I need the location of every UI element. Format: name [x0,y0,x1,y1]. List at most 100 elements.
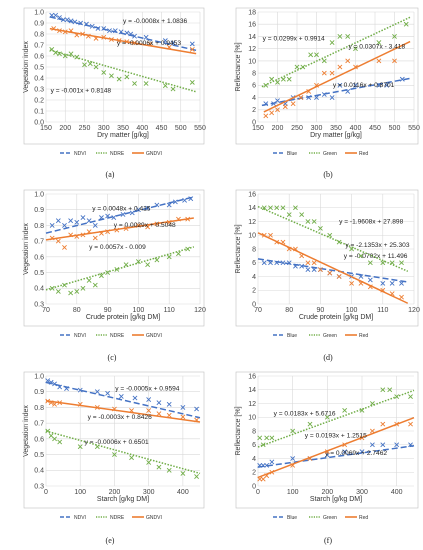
trend-equation: y = -0.0006x + 0.6501 [85,439,149,446]
data-point [120,212,126,217]
legend-item-gndvi: GNDVI [132,515,162,521]
data-point [112,452,117,457]
data-point [166,412,172,418]
x-tick-label: 80 [285,307,293,314]
data-point [107,28,112,34]
data-point [389,280,395,286]
y-tick-label: 0.9 [34,389,44,396]
data-point [392,34,397,39]
y-tick-label: 10 [248,58,256,65]
x-tick-label: 80 [73,307,81,314]
y-tick-label: 0.0 [34,119,44,126]
x-tick-label: 200 [272,125,284,132]
trend-equation: y = 0.0307x - 3.418 [348,43,405,50]
trend-equation: y = 0.0029x + 0.5048 [114,222,176,229]
y-tick-label: 8 [252,71,256,78]
data-point [329,40,335,45]
svg-text:Blue: Blue [287,333,297,339]
data-point [68,290,74,296]
data-point [380,387,386,393]
y-tick-label: 6 [252,83,256,90]
y-tick-label: 0.8 [34,31,44,38]
data-point [408,394,413,400]
y-tick-label: 4 [252,274,256,281]
data-point [336,274,342,279]
svg-text:Green: Green [323,333,337,339]
panel-label: (a) [106,170,115,179]
data-point [116,76,122,82]
y-tick-label: 0.7 [34,239,44,246]
data-point [55,289,61,294]
data-point [282,104,288,110]
series-blue: y = 0.0069x + 2.7462 [257,442,415,468]
x-tick-label: 110 [164,307,175,314]
data-point [337,34,343,39]
panel-label: (b) [323,170,333,179]
data-point [317,267,323,273]
data-point [132,395,138,401]
data-point [166,467,172,473]
trend-equation: y = 0.0183x + 5.6716 [274,411,336,418]
y-tick-label: 14 [248,387,256,394]
trend-equation: y = 0.0057x - 0.009 [89,244,146,251]
y-tick-label: 0 [252,483,256,490]
data-point [280,260,286,266]
x-tick-label: 350 [117,125,129,132]
y-tick-label: 12 [248,219,256,226]
data-point [49,223,55,228]
series-ndre: y = 0.0057x - 0.009 [45,244,195,296]
svg-text:Red: Red [359,515,368,521]
data-point [376,40,382,45]
trend-equation: y = -0.0006x + 0.9453 [117,40,181,47]
data-point [307,421,313,427]
data-point [74,219,80,225]
data-point [52,436,57,442]
data-point [132,81,137,86]
chart-panel-5: 0.3 0.4 0.5 0.6 0.7 0.8 0.9 1.0 0 100 200 300 400 Sta… [23,371,205,545]
data-point [89,23,95,29]
trendline-gndvi [49,27,197,55]
data-point [384,82,390,88]
data-point [324,414,330,420]
trend-equation: y = 0.0299x + 0.9914 [263,36,325,43]
y-tick-label: 0 [252,301,256,308]
data-point [403,21,409,27]
trendline-ndvi [45,381,201,419]
data-point [62,53,68,59]
data-point [358,253,364,259]
data-point [93,64,99,70]
trendline-ndre [49,49,197,93]
data-point [353,46,358,52]
y-tick-label: 0.9 [34,20,44,27]
trendline-blue [257,258,408,283]
data-point [275,107,280,113]
data-point [189,79,195,85]
y-tick-label: 1.0 [34,373,44,380]
trendline-ndvi [49,16,197,52]
y-tick-label: 2 [252,107,256,114]
chart-frame [23,371,205,509]
y-tick-label: 0.6 [34,254,44,261]
data-point [146,460,152,465]
data-point [101,70,107,75]
y-tick-label: 0.7 [34,421,44,428]
y-tick-label: 6 [252,442,256,449]
data-point [180,471,186,476]
x-tick-label: 70 [254,307,262,314]
chart-frame [235,371,419,509]
data-point [156,464,162,470]
data-point [399,294,404,300]
series-ndvi: y = 0.0048x + 0.415 [45,196,195,234]
data-point [380,280,386,286]
data-point [367,277,373,283]
data-point [86,278,92,283]
x-tick-label: 200 [59,125,71,132]
data-point [146,397,152,402]
data-point [118,394,124,399]
data-point [194,474,199,479]
x-tick-label: 90 [104,307,112,314]
svg-text:GNDVI: GNDVI [146,333,162,339]
y-tick-label: 0.8 [34,223,44,230]
data-point [145,262,151,268]
data-point [311,219,317,224]
